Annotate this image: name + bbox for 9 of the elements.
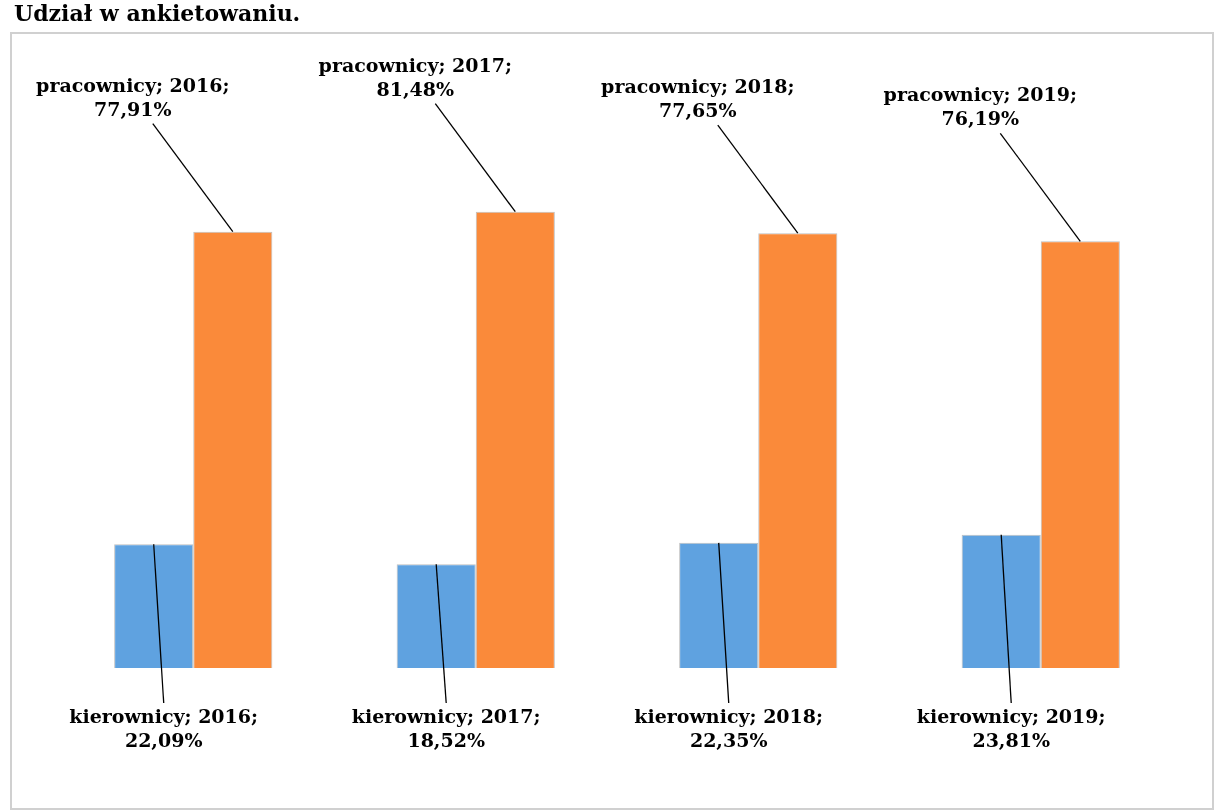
data-label: pracownicy; 2016; 77,91% (36, 73, 230, 120)
data-label: pracownicy; 2017; 81,48% (318, 53, 512, 100)
data-label: pracownicy; 2018; 77,65% (601, 75, 795, 122)
data-label: kierownicy; 2016; 22,09% (69, 705, 259, 751)
data-label: pracownicy; 2019; 76,19% (883, 83, 1077, 130)
data-label: kierownicy; 2017; 18,52% (351, 705, 541, 751)
chart-title: Udział w ankietowaniu. (14, 0, 301, 26)
data-label: kierownicy; 2019; 23,81% (916, 705, 1106, 751)
data-label: kierownicy; 2018; 22,35% (634, 705, 824, 751)
